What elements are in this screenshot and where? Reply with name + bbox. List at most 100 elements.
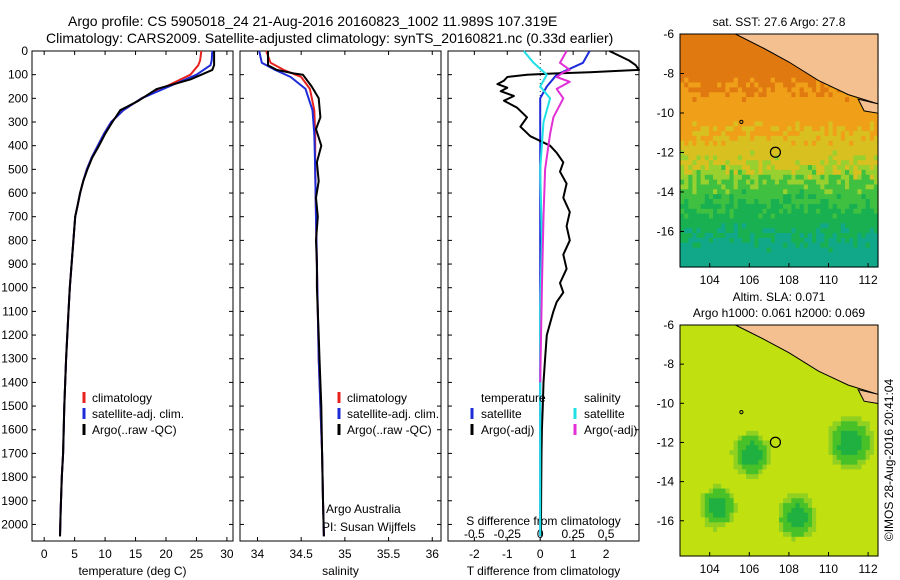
map-cell	[869, 402, 875, 408]
map-cell	[766, 53, 772, 59]
map-cell	[700, 531, 706, 538]
map-cell	[795, 503, 801, 509]
map-cell	[803, 536, 809, 543]
map-cell	[754, 82, 759, 88]
map-cell	[713, 440, 718, 446]
map-cell	[713, 228, 718, 234]
map-cell	[770, 72, 776, 79]
map-cell	[849, 406, 854, 413]
map-cell	[746, 522, 751, 528]
map-cell	[812, 165, 817, 171]
map-cell	[803, 106, 809, 113]
map-cell	[840, 503, 846, 509]
map-cell	[746, 406, 751, 413]
map-cell	[766, 228, 772, 234]
map-cell	[696, 517, 702, 523]
map-cell	[717, 469, 722, 475]
map-cell	[791, 87, 797, 93]
map-cell	[820, 155, 825, 161]
map-cell	[828, 155, 834, 161]
map-cell	[692, 203, 698, 210]
map-cell	[791, 92, 797, 98]
map-cell	[770, 479, 776, 485]
map-cell	[774, 155, 780, 161]
map-cell	[708, 218, 714, 224]
map-cell	[791, 450, 797, 456]
map-cell	[840, 469, 846, 475]
map-cell	[779, 169, 784, 176]
map-cell	[762, 531, 768, 538]
map-cell	[680, 358, 685, 365]
map-cell	[700, 82, 706, 88]
map-cell	[708, 373, 714, 379]
map-cell	[849, 411, 854, 417]
map-cell	[708, 116, 714, 122]
map-cell	[857, 247, 863, 254]
legend-label-argo: Argo(..raw -QC)	[92, 423, 177, 437]
map-cell	[845, 247, 850, 254]
map-cell	[750, 82, 755, 88]
map-cell	[713, 353, 718, 360]
map-cell	[692, 184, 698, 190]
map-cell	[828, 87, 834, 93]
map-cell	[741, 223, 747, 229]
map-cell	[692, 165, 698, 171]
map-cell	[737, 242, 743, 249]
map-cell	[746, 237, 751, 244]
map-cell	[758, 233, 764, 239]
map-cell	[696, 43, 702, 50]
map-cell	[783, 155, 788, 161]
lon-tick-label: 110	[819, 273, 838, 287]
map-cell	[849, 160, 854, 166]
map-cell	[692, 440, 698, 446]
map-cell	[865, 426, 871, 432]
map-cell	[807, 111, 813, 118]
map-cell	[750, 203, 755, 210]
map-cell	[820, 450, 825, 456]
map-cell	[684, 179, 689, 186]
map-cell	[832, 169, 838, 176]
map-cell	[779, 373, 784, 379]
map-cell	[754, 203, 759, 210]
map-cell	[741, 464, 747, 470]
map-cell	[725, 189, 731, 195]
map-cell	[774, 252, 780, 258]
map-cell	[688, 116, 693, 122]
map-cell	[708, 344, 714, 350]
map-cell	[820, 252, 825, 258]
map-cell	[746, 329, 751, 336]
map-cell	[708, 38, 714, 45]
map-cell	[729, 483, 735, 490]
map-cell	[779, 377, 784, 384]
map-cell	[832, 257, 838, 263]
map-cell	[758, 426, 764, 432]
map-cell	[832, 189, 838, 195]
map-cell	[816, 218, 821, 224]
map-cell	[766, 353, 772, 360]
map-cell	[758, 546, 764, 552]
map-cell	[733, 450, 739, 456]
lat-tick-label: -8	[663, 66, 674, 80]
map-cell	[700, 111, 706, 118]
map-cell	[713, 392, 718, 398]
map-cell	[873, 252, 879, 258]
map-cell	[700, 72, 706, 79]
map-cell	[717, 406, 722, 413]
map-cell	[684, 184, 689, 190]
map-cell	[750, 416, 755, 422]
map-cell	[770, 358, 776, 365]
map-cell	[791, 512, 797, 519]
map-cell	[849, 184, 854, 190]
map-cell	[733, 121, 739, 127]
map-cell	[746, 189, 751, 195]
map-cell	[708, 479, 714, 485]
map-cell	[873, 474, 879, 480]
map-cell	[725, 92, 731, 98]
map-cell	[696, 334, 702, 340]
map-cell	[758, 106, 764, 113]
map-cell	[746, 479, 751, 485]
map-cell	[704, 368, 710, 374]
map-cell	[803, 102, 809, 108]
map-cell	[783, 522, 788, 528]
map-cell	[729, 169, 735, 176]
